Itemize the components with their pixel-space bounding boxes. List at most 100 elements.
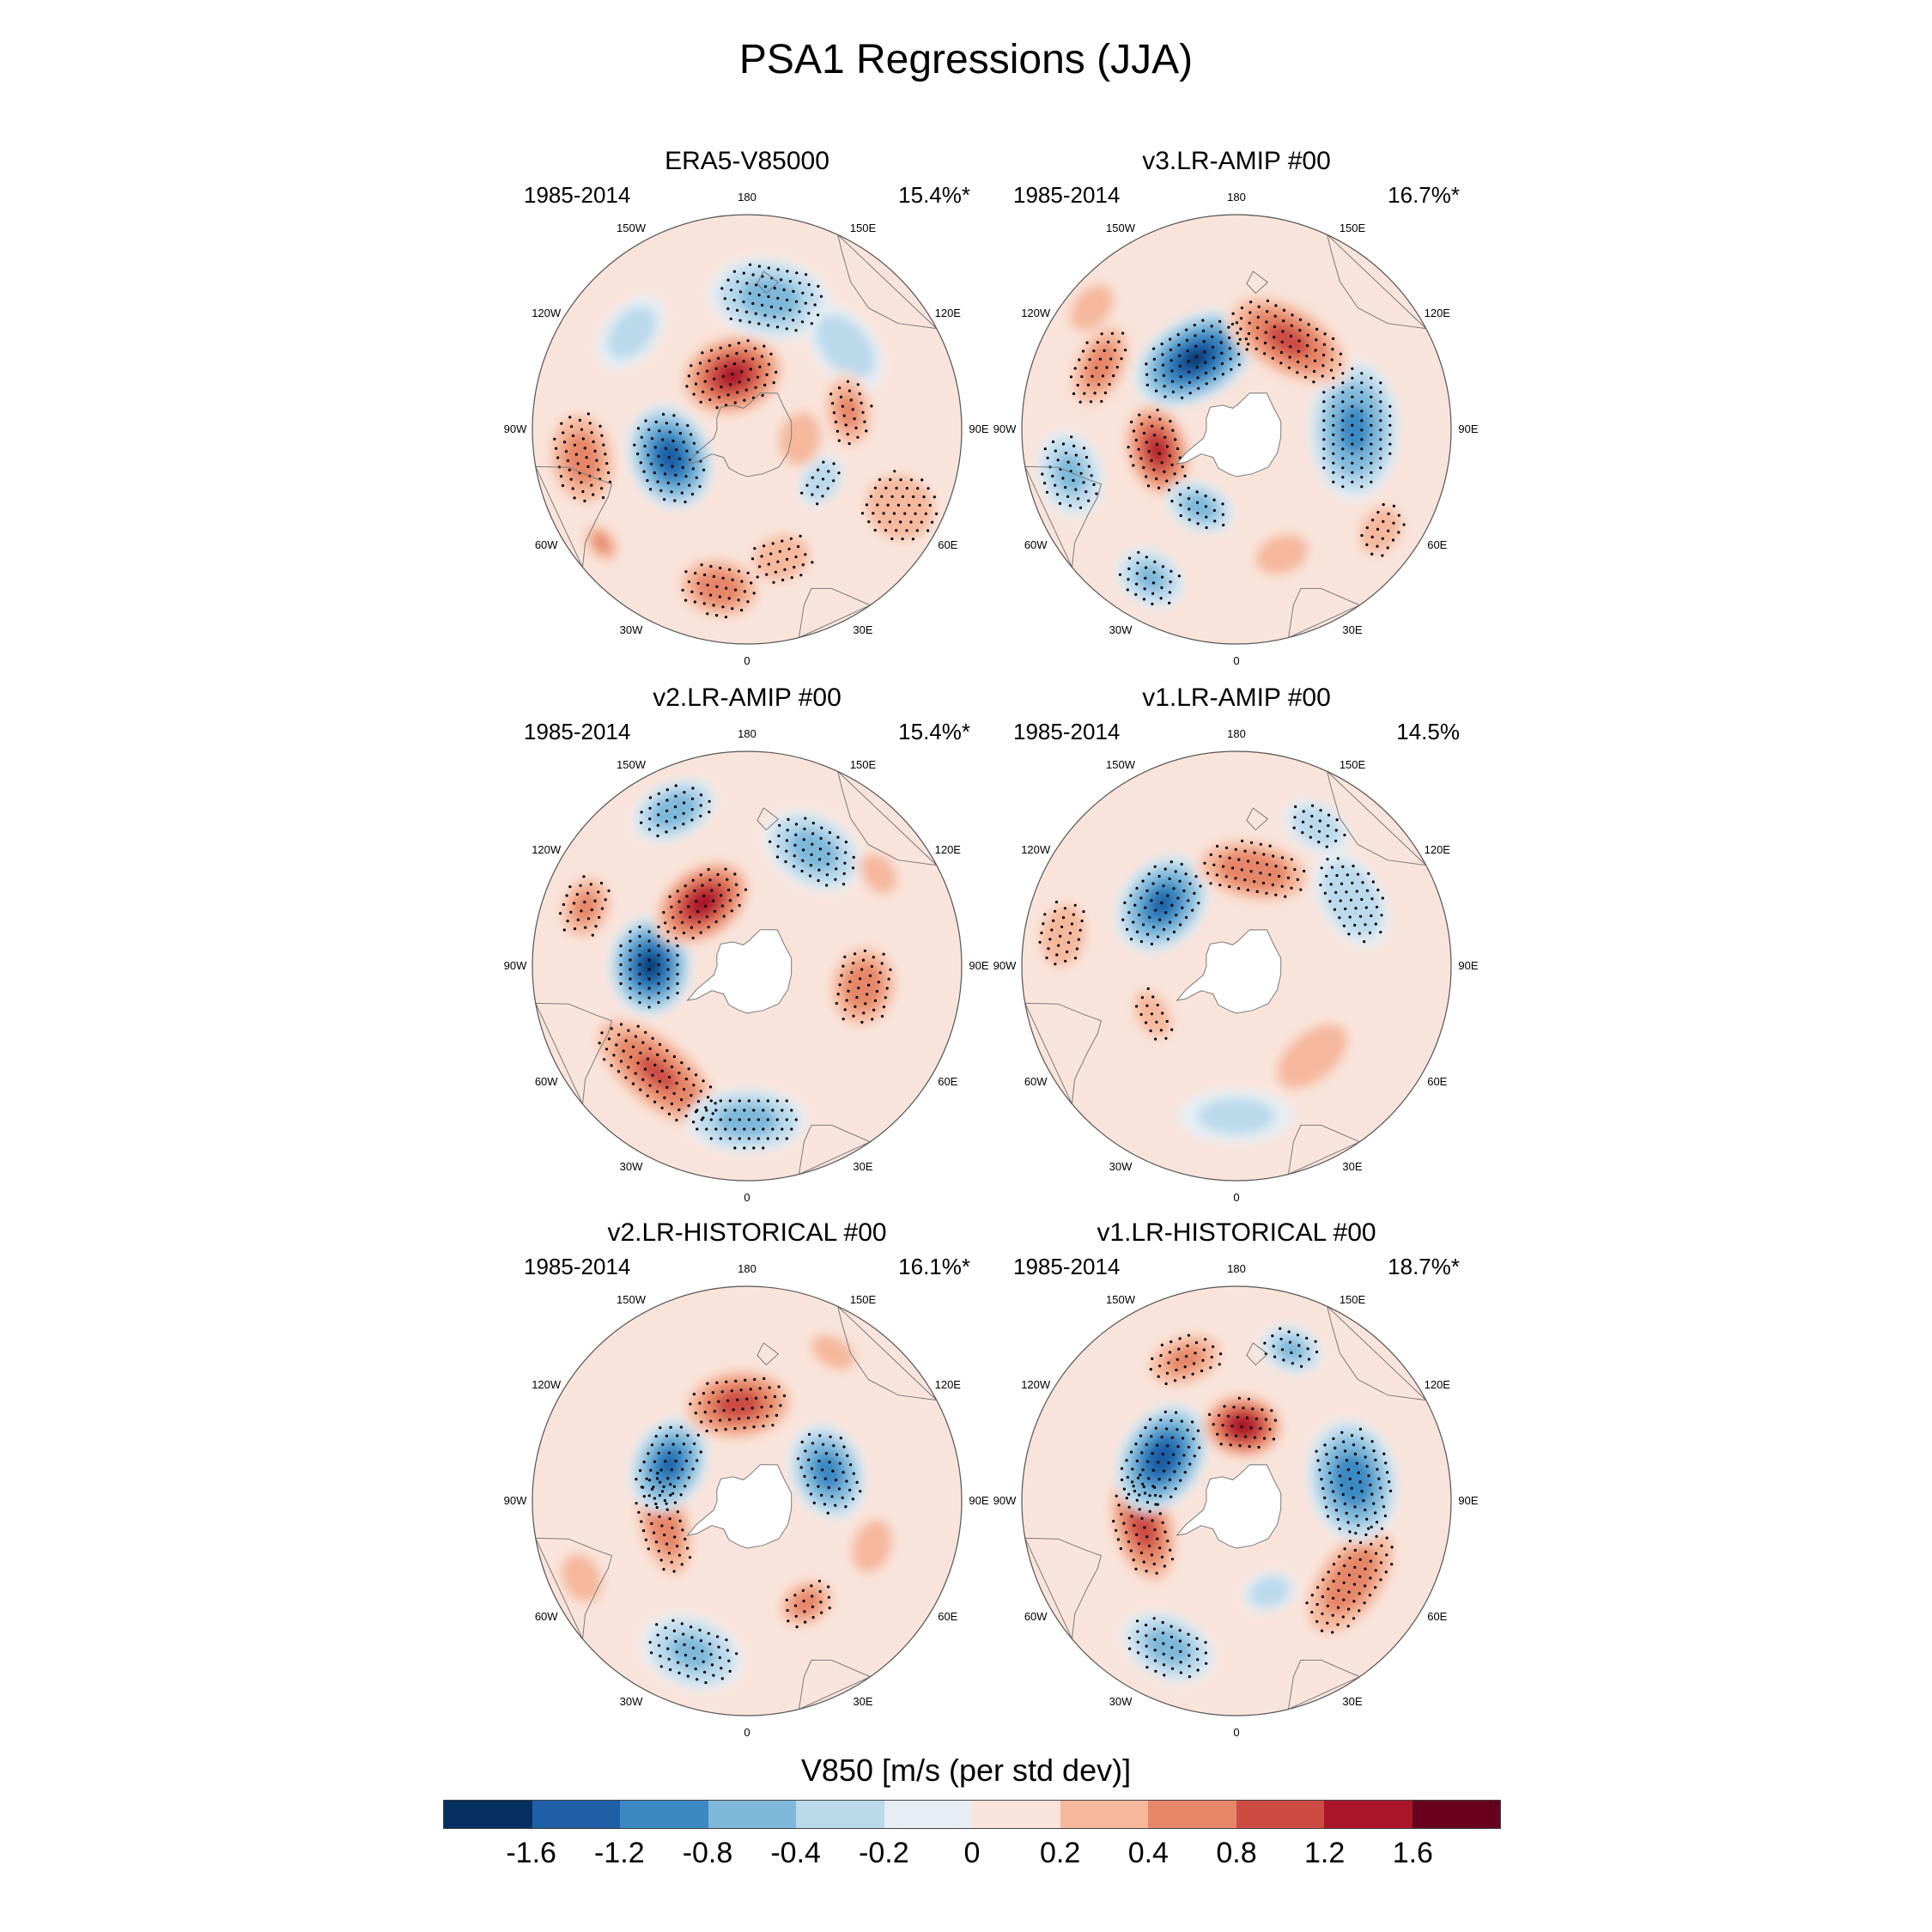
panel-title: v2.LR-HISTORICAL #00	[607, 1218, 887, 1247]
panel-period: 1985-2014	[524, 1254, 631, 1279]
colorbar-swatch	[532, 1801, 620, 1828]
colorbar-swatch	[884, 1801, 972, 1828]
longitude-label: 60E	[938, 1610, 957, 1623]
anomaly-lobe	[1034, 896, 1092, 975]
anomaly-lobe	[1178, 1089, 1295, 1144]
longitude-label: 120E	[1425, 307, 1451, 319]
polar-map: 0 30E 60E 90E 120E 150E 180 150W 120W 90W 60W 30W	[504, 191, 989, 667]
map-panel-era5: ERA5-V85000 1985-2014 15.4%* 0 30E 60E 90E 1…	[504, 146, 989, 678]
colorbar-tick-label: -1.6	[506, 1837, 556, 1869]
anomaly-lobe	[856, 466, 944, 549]
anomaly-lobe	[1243, 526, 1321, 584]
anomaly-lobe	[589, 1012, 726, 1133]
panel-period: 1985-2014	[1013, 719, 1121, 744]
longitude-label: 30W	[620, 1160, 643, 1173]
colorbar-tick-label: 0	[963, 1837, 981, 1869]
map-panel-v1amip: v1.LR-AMIP #00 1985-2014 14.5% 0 30E 60E 90…	[993, 683, 1479, 1215]
colorbar-swatch	[1324, 1801, 1413, 1828]
antarctica	[1176, 392, 1282, 477]
colorbar-swatch	[1148, 1801, 1236, 1828]
anomaly-lobe	[631, 778, 718, 843]
longitude-label: 150W	[1106, 1293, 1136, 1306]
longitude-label: 180	[1227, 727, 1246, 740]
longitude-label: 90W	[504, 959, 527, 972]
anomaly-lobe	[556, 1546, 608, 1609]
polar-map: 0 30E 60E 90E 120E 150E 180 150W 120W 90W 60W 30W	[504, 727, 989, 1204]
longitude-label: 120E	[935, 1378, 962, 1391]
panel-variance: 16.1%*	[898, 1254, 970, 1279]
map-frame	[532, 1285, 963, 1716]
longitude-label: 60W	[535, 1610, 558, 1623]
antarctica	[1176, 929, 1282, 1014]
panel-period: 1985-2014	[524, 719, 631, 744]
map-frame	[1021, 750, 1452, 1182]
colorbar-tick-label: -0.8	[682, 1837, 733, 1869]
longitude-label: 90E	[969, 422, 988, 435]
longitude-label: 150E	[1340, 1293, 1366, 1306]
colorbar-tick-label: 0.8	[1216, 1837, 1257, 1869]
colorbar-tick-label: 0.2	[1040, 1837, 1081, 1869]
longitude-label: 150E	[850, 1293, 877, 1306]
longitude-label: 60W	[1024, 1075, 1048, 1088]
longitude-label: 120W	[1021, 307, 1051, 319]
polar-map: 0 30E 60E 90E 120E 150E 180 150W 120W 90W 60W 30W	[993, 191, 1479, 667]
panel-variance: 15.4%*	[898, 182, 970, 208]
longitude-label: 120E	[1425, 843, 1451, 856]
anomaly-lobe	[709, 257, 831, 340]
significance-stipple	[1038, 804, 1384, 1041]
panel-period: 1985-2014	[1013, 182, 1121, 208]
longitude-label: 120W	[1021, 843, 1051, 856]
longitude-label: 30E	[1342, 1160, 1362, 1173]
longitude-label: 30W	[1109, 1695, 1133, 1708]
longitude-label: 120E	[935, 307, 962, 319]
longitude-label: 150E	[1340, 758, 1366, 771]
colorbar	[443, 1800, 1501, 1829]
panel-title: ERA5-V85000	[665, 147, 829, 175]
anomaly-lobe	[1200, 1392, 1285, 1460]
anomaly-lobe	[1165, 480, 1236, 535]
anomaly-lobe	[581, 521, 622, 565]
anomaly-lobe	[821, 371, 876, 452]
panel-title: v3.LR-AMIP #00	[1142, 147, 1331, 175]
longitude-label: 30E	[853, 1160, 872, 1173]
longitude-label: 150W	[617, 222, 647, 234]
anomaly-lobe	[1037, 429, 1104, 518]
colorbar-swatch	[1060, 1801, 1148, 1828]
longitude-label: 0	[1233, 654, 1239, 667]
longitude-label: 30W	[1109, 623, 1133, 636]
colorbar-ticks: -1.6 -1.2 -0.8 -0.4 -0.2 0 0.2 0.4 0.8 1.2 1.6	[443, 1834, 1501, 1877]
longitude-label: 90E	[1458, 422, 1478, 435]
longitude-label: 90E	[1458, 959, 1478, 972]
anomaly-lobe	[798, 455, 844, 507]
figure-title: PSA1 Regressions (JJA)	[738, 37, 1194, 82]
anomaly-lobe	[1121, 1610, 1215, 1683]
colorbar-swatch	[796, 1801, 884, 1828]
longitude-label: 90W	[993, 422, 1017, 435]
colorbar-tick-label: -1.2	[594, 1837, 645, 1869]
anomaly-lobe	[806, 304, 885, 390]
anomaly-lobe	[641, 1613, 744, 1692]
longitude-label: 90W	[504, 422, 527, 435]
longitude-label: 60E	[1427, 1075, 1447, 1088]
panel-period: 1985-2014	[524, 182, 631, 208]
longitude-label: 150E	[850, 758, 877, 771]
panel-title: v1.LR-HISTORICAL #00	[1097, 1218, 1376, 1247]
antarctica	[686, 392, 793, 477]
longitude-label: 180	[1227, 191, 1246, 204]
panel-period: 1985-2014	[1013, 1254, 1121, 1279]
colorbar-swatch	[972, 1801, 1060, 1828]
longitude-label: 90E	[1458, 1494, 1478, 1507]
colorbar-tick-label: 1.6	[1392, 1837, 1433, 1869]
longitude-label: 30E	[853, 1695, 872, 1708]
anomaly-lobe	[1265, 1013, 1360, 1100]
longitude-label: 30W	[620, 623, 643, 636]
longitude-label: 180	[1227, 1262, 1246, 1275]
longitude-label: 150W	[617, 1293, 647, 1306]
panel-title: v1.LR-AMIP #00	[1142, 683, 1331, 712]
map-frame	[532, 750, 963, 1182]
longitude-label: 120W	[1021, 1378, 1051, 1391]
antarctica	[686, 1464, 793, 1549]
longitude-label: 90W	[504, 1494, 527, 1507]
anomaly-lobe	[685, 1088, 809, 1153]
polar-map: 0 30E 60E 90E 120E 150E 180 150W 120W 90W 60W 30W	[993, 727, 1479, 1204]
